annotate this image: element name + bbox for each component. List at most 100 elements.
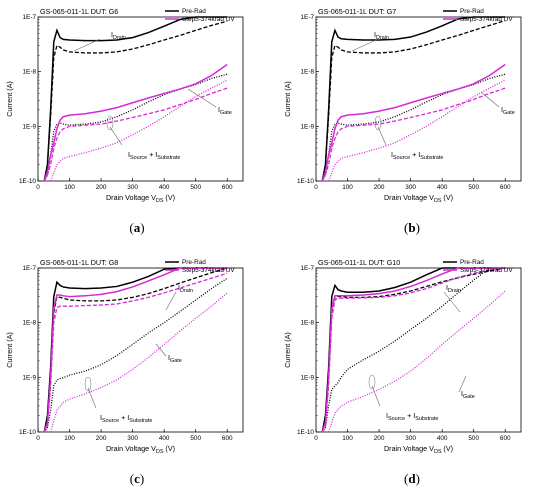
legend-label-pre: Pre-Rad xyxy=(460,259,484,266)
series-line-drain-post xyxy=(43,267,228,433)
chart-panel-c: 1E-10 1E-9 1E-8 1E-7 0 100 200 300 400 500 600 GS-0… xyxy=(5,258,244,486)
annotation-gate: IGate xyxy=(461,389,475,400)
y-tick-label: 1E-10 xyxy=(19,429,36,436)
annotation-arrow-source xyxy=(109,126,123,146)
x-tick-label: 300 xyxy=(405,184,416,191)
x-tick-label: 200 xyxy=(374,184,385,191)
y-tick-label: 1E-7 xyxy=(23,14,37,21)
annotation-gate: IGate xyxy=(168,353,182,364)
series-line-source-substrate-post xyxy=(50,79,228,182)
y-axis-label: Current (A) xyxy=(283,332,292,368)
series-line-gate-post xyxy=(43,272,228,433)
y-tick-label: 1E-10 xyxy=(19,178,36,185)
annotation-arrow-source xyxy=(377,126,387,146)
annotation-arrow-drain xyxy=(73,38,101,52)
legend-label-post: Step5-374krad UV xyxy=(460,16,513,23)
x-tick-label: 600 xyxy=(500,184,511,191)
annotation-source-substrate: ISource + ISubstrate xyxy=(391,150,443,161)
x-tick-label: 600 xyxy=(222,184,233,191)
series-line-gate-post xyxy=(321,87,506,182)
annotation-source-substrate: ISource + ISubstrate xyxy=(386,411,438,422)
series-line-drain-post xyxy=(321,63,506,182)
series-line-drain-post xyxy=(321,267,506,433)
annotation-drain: IDrain xyxy=(111,30,126,41)
y-tick-label: 1E-9 xyxy=(23,123,37,130)
panel-caption: (b) xyxy=(404,220,420,235)
series-line-drain-pre xyxy=(43,267,228,433)
y-tick-label: 1E-9 xyxy=(301,123,315,130)
y-tick-label: 1E-8 xyxy=(301,69,315,76)
x-tick-label: 600 xyxy=(500,435,511,442)
chart-title: GS-065-011-1L DUT: G8 xyxy=(40,258,118,267)
series-line-gate-pre xyxy=(43,267,228,433)
x-tick-label: 0 xyxy=(314,184,318,191)
y-tick-label: 1E-9 xyxy=(23,374,37,381)
x-tick-label: 0 xyxy=(314,435,318,442)
chart-panel-b: 1E-10 1E-9 1E-8 1E-7 0 100 200 300 400 500 600 GS-0… xyxy=(283,7,522,235)
chart-title: GS-065-011-1L DUT: G7 xyxy=(318,7,396,16)
x-tick-label: 100 xyxy=(64,435,75,442)
series-line-source-substrate-pre xyxy=(43,73,228,182)
legend-label-pre: Pre-Rad xyxy=(460,8,484,15)
annotation-arrow-drain xyxy=(351,38,379,52)
x-tick-label: 200 xyxy=(96,435,107,442)
x-tick-label: 500 xyxy=(468,184,479,191)
x-tick-label: 100 xyxy=(342,435,353,442)
panel-caption: (d) xyxy=(404,471,420,486)
annotation-arrow-gate xyxy=(155,343,167,357)
legend-label-post: Step5-374krad UV xyxy=(460,267,513,274)
y-tick-label: 1E-7 xyxy=(301,265,315,272)
y-tick-label: 1E-8 xyxy=(23,69,37,76)
y-tick-label: 1E-10 xyxy=(297,429,314,436)
chart-panel-a: 1E-10 1E-9 1E-8 1E-7 0 100 200 300 400 500 600 GS-0… xyxy=(5,7,244,235)
y-tick-label: 1E-8 xyxy=(301,320,315,327)
plot-frame xyxy=(37,16,244,182)
y-tick-label: 1E-9 xyxy=(301,374,315,381)
y-tick-label: 1E-10 xyxy=(297,178,314,185)
annotation-ellipse xyxy=(106,115,114,131)
annotation-arrow-source xyxy=(371,385,381,407)
x-tick-label: 500 xyxy=(190,184,201,191)
series-line-gate-post xyxy=(43,87,228,182)
series-line-drain-pre xyxy=(43,16,228,182)
x-tick-label: 0 xyxy=(36,435,40,442)
series-line-source-substrate-pre xyxy=(321,73,506,182)
series-line-source-substrate-post xyxy=(328,290,506,433)
annotation-ellipse xyxy=(368,374,376,390)
panel-caption: (a) xyxy=(129,220,144,235)
panel-caption: (c) xyxy=(130,471,144,486)
annotation-source-substrate: ISource + ISubstrate xyxy=(100,413,152,424)
x-axis-label: Drain Voltage VDS (V) xyxy=(384,444,453,455)
annotation-ellipse xyxy=(374,115,382,131)
annotation-arrow-gate xyxy=(480,91,500,108)
annotations: IDrain IGate ISource + ISubstrate xyxy=(368,283,475,422)
series-line-source-substrate-post xyxy=(49,292,228,433)
annotations: IDrain IGate ISource + ISubstrate xyxy=(84,283,193,424)
x-tick-label: 400 xyxy=(437,184,448,191)
legend-label-pre: Pre-Rad xyxy=(182,8,206,15)
annotations: IDrain IGate ISource + ISubstrate xyxy=(73,30,232,161)
annotation-gate: IGate xyxy=(501,105,515,116)
series-line-source-substrate-pre xyxy=(321,267,506,433)
y-axis-label: Current (A) xyxy=(283,81,292,117)
x-axis-label: Drain Voltage VDS (V) xyxy=(106,444,175,455)
annotation-drain: IDrain xyxy=(178,283,193,294)
legend-label-pre: Pre-Rad xyxy=(182,259,206,266)
annotation-source-substrate: ISource + ISubstrate xyxy=(128,150,180,161)
y-tick-label: 1E-7 xyxy=(23,265,37,272)
series-line-source-substrate-pre xyxy=(43,277,228,433)
annotation-arrow-source xyxy=(87,387,97,409)
x-tick-label: 400 xyxy=(437,435,448,442)
series-line-drain-pre xyxy=(321,16,506,182)
annotation-arrow-gate xyxy=(187,88,217,108)
x-tick-label: 100 xyxy=(342,184,353,191)
chart-title: GS-065-011-1L DUT: G10 xyxy=(318,258,400,267)
y-axis-label: Current (A) xyxy=(5,81,14,117)
plot-frame xyxy=(315,16,522,182)
series-line-gate-pre xyxy=(43,20,228,182)
x-tick-label: 300 xyxy=(405,435,416,442)
